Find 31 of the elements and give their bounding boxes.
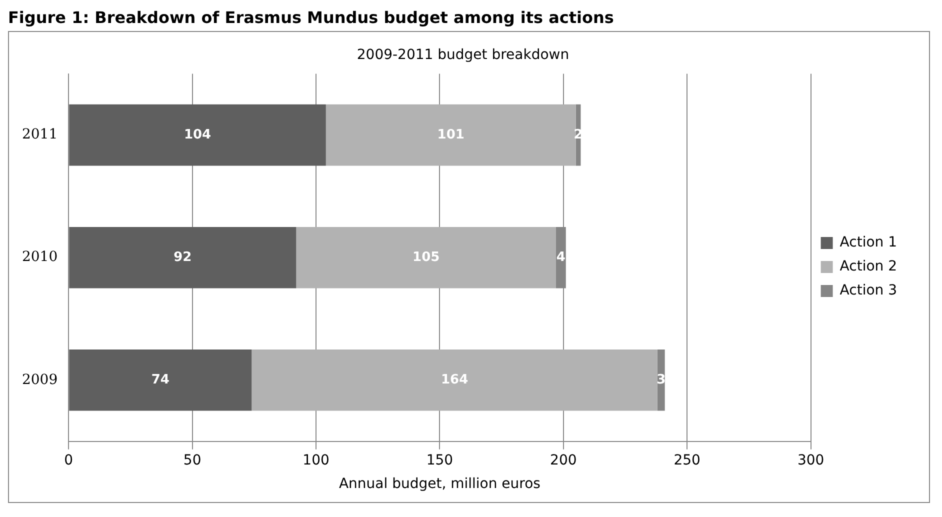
x-tick-label: 250: [674, 452, 700, 468]
legend-label: Action 1: [840, 234, 897, 251]
bar: [69, 350, 252, 411]
data-label: 105: [412, 250, 440, 265]
bar: [252, 350, 658, 411]
data-label: 92: [174, 250, 192, 265]
bar: [296, 226, 556, 288]
data-label: 101: [437, 127, 464, 142]
y-tick-label: 2009: [22, 372, 58, 388]
chart-title: Figure 1: Breakdown of Erasmus Mundus budget among its actions: [8, 8, 615, 27]
x-tick-label: 50: [183, 452, 202, 468]
x-axis-title: Annual budget, million euros: [338, 476, 540, 492]
chart-subtitle: 2009-2011 budget breakdown: [356, 47, 570, 64]
data-label: 3: [656, 372, 666, 388]
bar: [657, 350, 665, 411]
data-label: 74: [151, 372, 170, 388]
x-tick-label: 150: [426, 452, 454, 468]
bar: [326, 104, 576, 166]
y-tick-label: 2010: [22, 249, 58, 266]
x-tick-label: 100: [302, 452, 330, 468]
bar: [69, 104, 326, 166]
legend-label: Action 2: [840, 258, 897, 275]
x-tick-label: 0: [64, 452, 74, 468]
bar: [69, 226, 296, 288]
data-label: 4: [556, 250, 566, 265]
x-tick-label: 300: [797, 452, 824, 468]
x-tick-label: 200: [550, 452, 577, 468]
data-label: 104: [184, 127, 212, 142]
legend-label: Action 3: [840, 282, 897, 299]
data-label: 164: [440, 372, 468, 388]
y-tick-label: 2011: [22, 126, 58, 143]
